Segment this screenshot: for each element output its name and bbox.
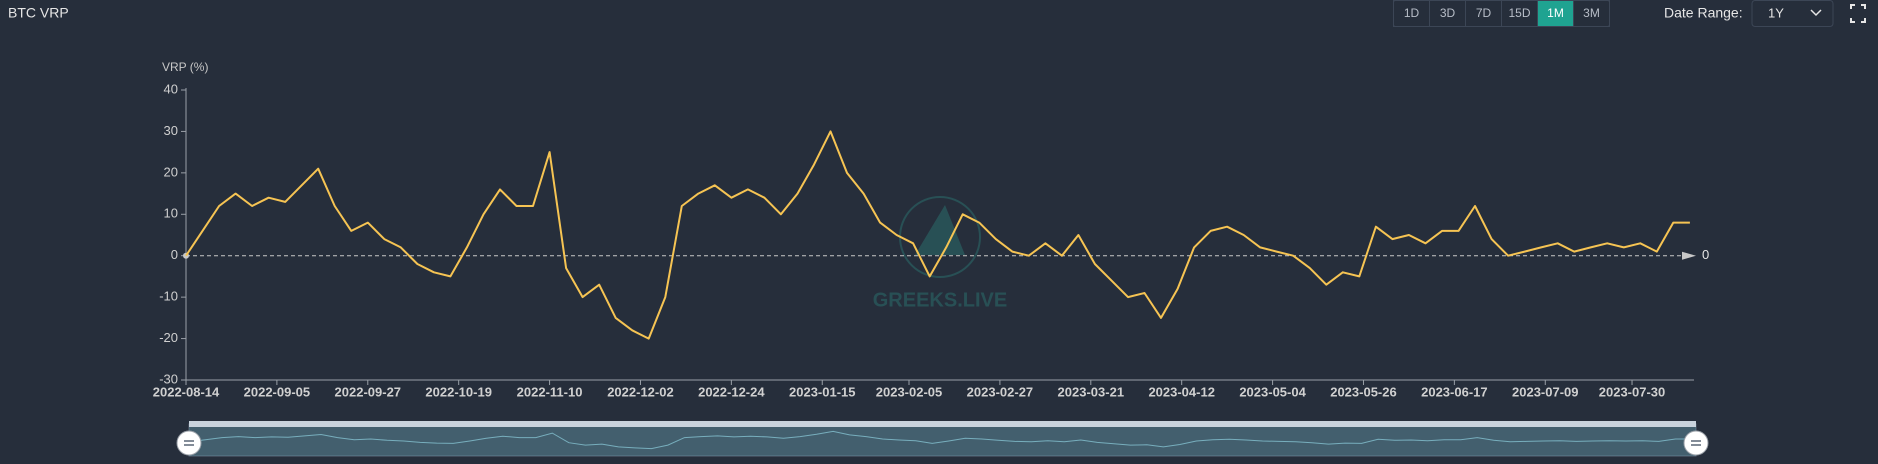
zoom-top-bar[interactable]	[189, 421, 1696, 427]
x-tick-label: 2022-12-24	[698, 384, 765, 399]
x-tick-label: 2023-03-21	[1058, 384, 1125, 399]
y-tick-label: 30	[164, 123, 178, 138]
range-button[interactable]	[1573, 0, 1610, 27]
date-range-value[interactable]: 1Y	[1768, 5, 1784, 20]
date-range-label: Date Range:	[1664, 5, 1743, 21]
range-button-label[interactable]: 1D	[1404, 6, 1420, 20]
y-tick-label: 20	[164, 164, 178, 179]
date-range-select[interactable]	[1751, 0, 1834, 27]
y-tick-label: 10	[164, 206, 178, 221]
x-tick-label: 2023-07-09	[1512, 384, 1579, 399]
x-tick-label: 2022-09-27	[335, 384, 402, 399]
zoom-handle[interactable]	[1683, 430, 1709, 456]
watermark: GREEKS.LIVE	[873, 196, 1007, 311]
fullscreen-icon[interactable]	[1850, 4, 1866, 23]
y-tick-label: -20	[159, 330, 178, 345]
x-tick-label: 2023-04-12	[1148, 384, 1215, 399]
x-tick-label: 2023-06-17	[1421, 384, 1488, 399]
x-tick-label: 2023-05-04	[1239, 384, 1306, 399]
range-button-label[interactable]: 3D	[1440, 6, 1456, 20]
y-tick-label: -10	[159, 289, 178, 304]
dropdown-chevron[interactable]	[1810, 9, 1822, 17]
zoom-preview-line	[188, 430, 1692, 450]
x-tick-label: 2022-08-14	[153, 384, 220, 399]
zoom-selection[interactable]	[189, 424, 1696, 456]
zoom-handle-grip[interactable]	[1691, 440, 1701, 446]
series-line	[185, 130, 1690, 340]
y-tick-label: 0	[171, 247, 178, 262]
range-button-label[interactable]: 15D	[1508, 6, 1530, 20]
zoom-track	[188, 423, 1697, 457]
zoom-handle-grip[interactable]	[184, 440, 194, 446]
x-tick-label: 2022-10-19	[425, 384, 492, 399]
range-button-label[interactable]: 3M	[1583, 6, 1600, 20]
zoom-handle[interactable]	[176, 430, 202, 456]
x-tick-label: 2023-01-15	[789, 384, 856, 399]
chart-title: BTC VRP	[8, 5, 69, 21]
zero-line-label: 0	[1702, 247, 1709, 262]
y-axis-label: VRP (%)	[162, 60, 208, 74]
x-tick-label: 2022-09-05	[244, 384, 311, 399]
x-tick-label: 2023-07-30	[1599, 384, 1666, 399]
x-tick-label: 2023-02-27	[967, 384, 1034, 399]
y-tick-label: -30	[159, 371, 178, 386]
range-button-label[interactable]: 1M	[1547, 6, 1564, 20]
watermark-text: GREEKS.LIVE	[873, 289, 1007, 311]
watermark-logo	[915, 205, 965, 255]
x-tick-label: 2023-05-26	[1330, 384, 1397, 399]
y-tick-label: 40	[164, 81, 178, 96]
x-tick-label: 2022-11-10	[517, 384, 583, 399]
x-tick-label: 2023-02-05	[876, 384, 943, 399]
x-tick-label: 2022-12-02	[607, 384, 674, 399]
zero-line-arrow	[1682, 251, 1696, 260]
range-buttons: 1D 3D 7D 15D 1M 3M	[1393, 0, 1610, 27]
range-button-label[interactable]: 7D	[1476, 6, 1492, 20]
